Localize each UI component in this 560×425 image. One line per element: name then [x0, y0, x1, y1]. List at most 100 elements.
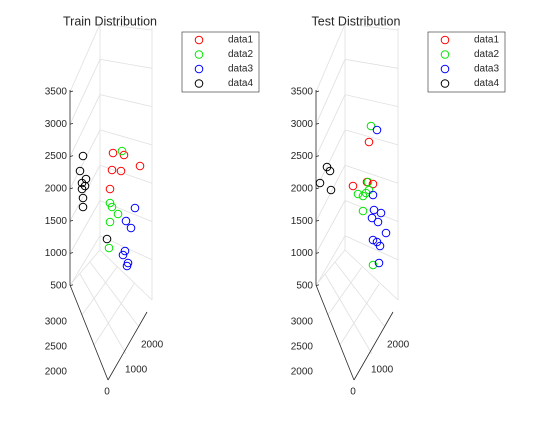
- z-tick: [315, 90, 320, 93]
- y-tick-label: 2000: [291, 367, 314, 378]
- data-point: [374, 258, 384, 268]
- grid-line: [69, 200, 101, 254]
- z-tick: [315, 155, 320, 157]
- y-tick-label: 2000: [45, 367, 68, 378]
- data-point: [118, 250, 128, 260]
- y-tick-label: 3000: [45, 317, 68, 328]
- data-point: [121, 216, 131, 226]
- grid-line: [99, 235, 153, 261]
- z-tick-label: 1000: [291, 248, 314, 259]
- data-point: [117, 146, 127, 156]
- grid-line: [315, 94, 346, 157]
- data-point: [78, 151, 88, 161]
- data-point: [78, 202, 88, 212]
- x-tick-label: 1000: [125, 365, 148, 376]
- series-data3: [118, 203, 140, 271]
- grid-line: [93, 283, 135, 346]
- legend-label: data4: [228, 78, 253, 89]
- data-point: [368, 235, 378, 245]
- grid-line: [315, 235, 346, 287]
- z-tick: [315, 122, 320, 125]
- grid-line: [334, 261, 386, 328]
- data-point: [348, 181, 358, 191]
- legend-label: data1: [474, 35, 499, 46]
- data-point: [325, 166, 335, 176]
- z-tick: [315, 284, 320, 287]
- data-point: [135, 161, 145, 171]
- data-point: [326, 185, 336, 195]
- data-point: [102, 234, 112, 244]
- z-tick-label: 2000: [45, 184, 68, 195]
- data-point: [353, 189, 363, 199]
- data-point: [369, 205, 379, 215]
- grid-line: [89, 261, 140, 328]
- z-tick: [315, 219, 320, 222]
- grid-line: [344, 164, 399, 184]
- z-tick: [69, 187, 74, 190]
- z-tick: [315, 252, 320, 254]
- z-tick: [69, 122, 74, 125]
- grid-line: [99, 249, 153, 301]
- legend-marker: [440, 35, 450, 45]
- y-axis-line: [69, 284, 109, 381]
- z-tick: [69, 155, 74, 157]
- data-point: [367, 213, 377, 223]
- grid-line: [327, 266, 363, 316]
- grid-line: [315, 165, 346, 222]
- grid-line: [69, 59, 101, 125]
- grid-line: [99, 200, 153, 222]
- grid-line: [344, 23, 399, 31]
- grid-line: [99, 58, 153, 69]
- grid-line: [344, 200, 399, 222]
- legend-marker: [440, 64, 450, 74]
- legend: data1 data2 data3 data4: [181, 31, 260, 93]
- data-point: [78, 193, 88, 203]
- x-axis-line: [353, 311, 394, 381]
- data-point: [120, 246, 130, 256]
- z-tick-label: 1000: [45, 248, 68, 259]
- grid-line: [69, 23, 101, 93]
- data-point: [80, 181, 90, 191]
- data-point: [358, 206, 368, 216]
- data-point: [119, 150, 129, 160]
- x-axis-line: [107, 311, 148, 381]
- z-tick-label: 2500: [291, 151, 314, 162]
- data-point: [363, 177, 373, 187]
- y-tick-label: 2500: [291, 342, 314, 353]
- grid-line: [315, 249, 346, 286]
- series-data4: [315, 162, 336, 195]
- data-point: [366, 121, 376, 131]
- grid-line: [69, 94, 101, 157]
- z-tick-label: 2000: [291, 184, 314, 195]
- grid-line: [344, 129, 399, 146]
- legend: data1 data2 data3 data4: [427, 31, 506, 93]
- data-point: [105, 198, 115, 208]
- grid-line: [315, 129, 346, 190]
- data-point: [104, 243, 114, 253]
- panel-2: data1 data2 data3 data4: [315, 22, 506, 381]
- data-point: [122, 261, 132, 271]
- z-tick: [69, 219, 74, 222]
- y-tick-label: 2500: [45, 342, 68, 353]
- series-data4: [75, 151, 112, 244]
- z-tick: [69, 90, 74, 93]
- data-point: [126, 223, 136, 233]
- legend-marker: [440, 79, 450, 88]
- z-tick: [69, 252, 74, 254]
- grid-line: [344, 235, 399, 261]
- legend-marker: [194, 79, 204, 88]
- grid-line: [324, 273, 373, 355]
- z-tick-label: 3500: [291, 87, 314, 98]
- data-point: [373, 217, 383, 227]
- legend-marker: [194, 64, 204, 74]
- data-point: [107, 202, 117, 212]
- legend-label: data2: [474, 49, 499, 60]
- z-tick-label: 3000: [45, 119, 68, 130]
- chart-title: Test Distribution: [312, 14, 401, 28]
- grid-line: [315, 200, 346, 254]
- series-data1: [348, 137, 378, 191]
- chart-title: Train Distribution: [63, 14, 157, 28]
- z-tick-label: 1500: [45, 216, 68, 227]
